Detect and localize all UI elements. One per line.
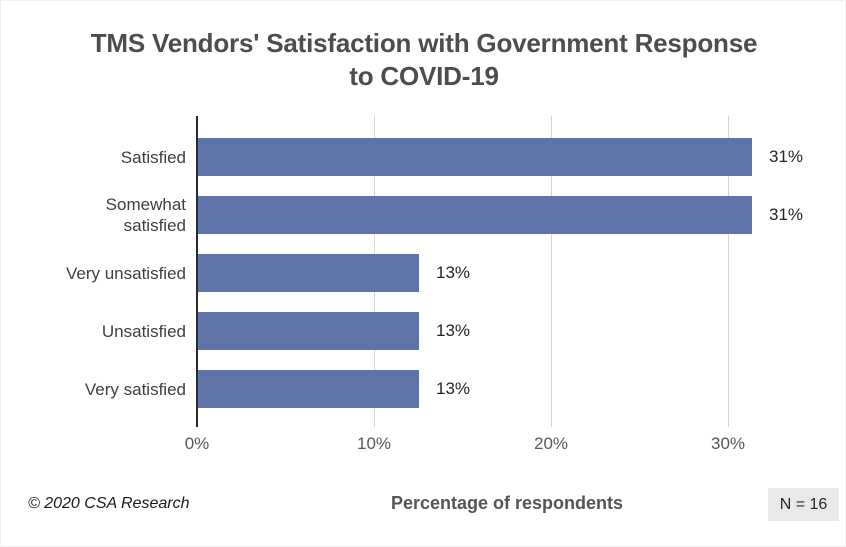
data-label: 13% xyxy=(436,321,471,340)
category-label: Unsatisfied xyxy=(101,321,186,341)
y-axis-line xyxy=(196,116,198,427)
x-tick-label: 20% xyxy=(533,434,569,453)
gridline xyxy=(551,116,552,427)
copyright-text: © 2020 CSA Research xyxy=(28,495,190,512)
bar xyxy=(198,370,419,408)
bar xyxy=(198,312,419,350)
x-tick-label: 10% xyxy=(356,434,392,453)
data-label: 13% xyxy=(436,263,471,282)
bar xyxy=(198,254,419,292)
category-label: Very satisfied xyxy=(84,379,186,399)
data-label: 31% xyxy=(769,147,804,166)
category-label: Satisfied xyxy=(120,147,186,167)
bar xyxy=(198,196,752,234)
chart-title-line-2: to COVID-19 xyxy=(349,61,499,91)
sample-size-badge: N = 16 xyxy=(768,488,839,521)
chart-title-line-1: TMS Vendors' Satisfaction with Governmen… xyxy=(90,28,758,58)
x-axis-title: Percentage of respondents xyxy=(390,493,624,513)
data-label: 13% xyxy=(436,379,471,398)
data-label: 31% xyxy=(769,205,804,224)
category-label: Somewhat satisfied xyxy=(105,195,186,235)
gridline xyxy=(728,116,729,427)
x-tick-label: 30% xyxy=(710,434,746,453)
bar xyxy=(198,138,752,176)
x-tick-label: 0% xyxy=(184,434,210,453)
category-label: Very unsatisfied xyxy=(65,263,186,283)
chart-title: TMS Vendors' Satisfaction with Governmen… xyxy=(1,27,845,93)
